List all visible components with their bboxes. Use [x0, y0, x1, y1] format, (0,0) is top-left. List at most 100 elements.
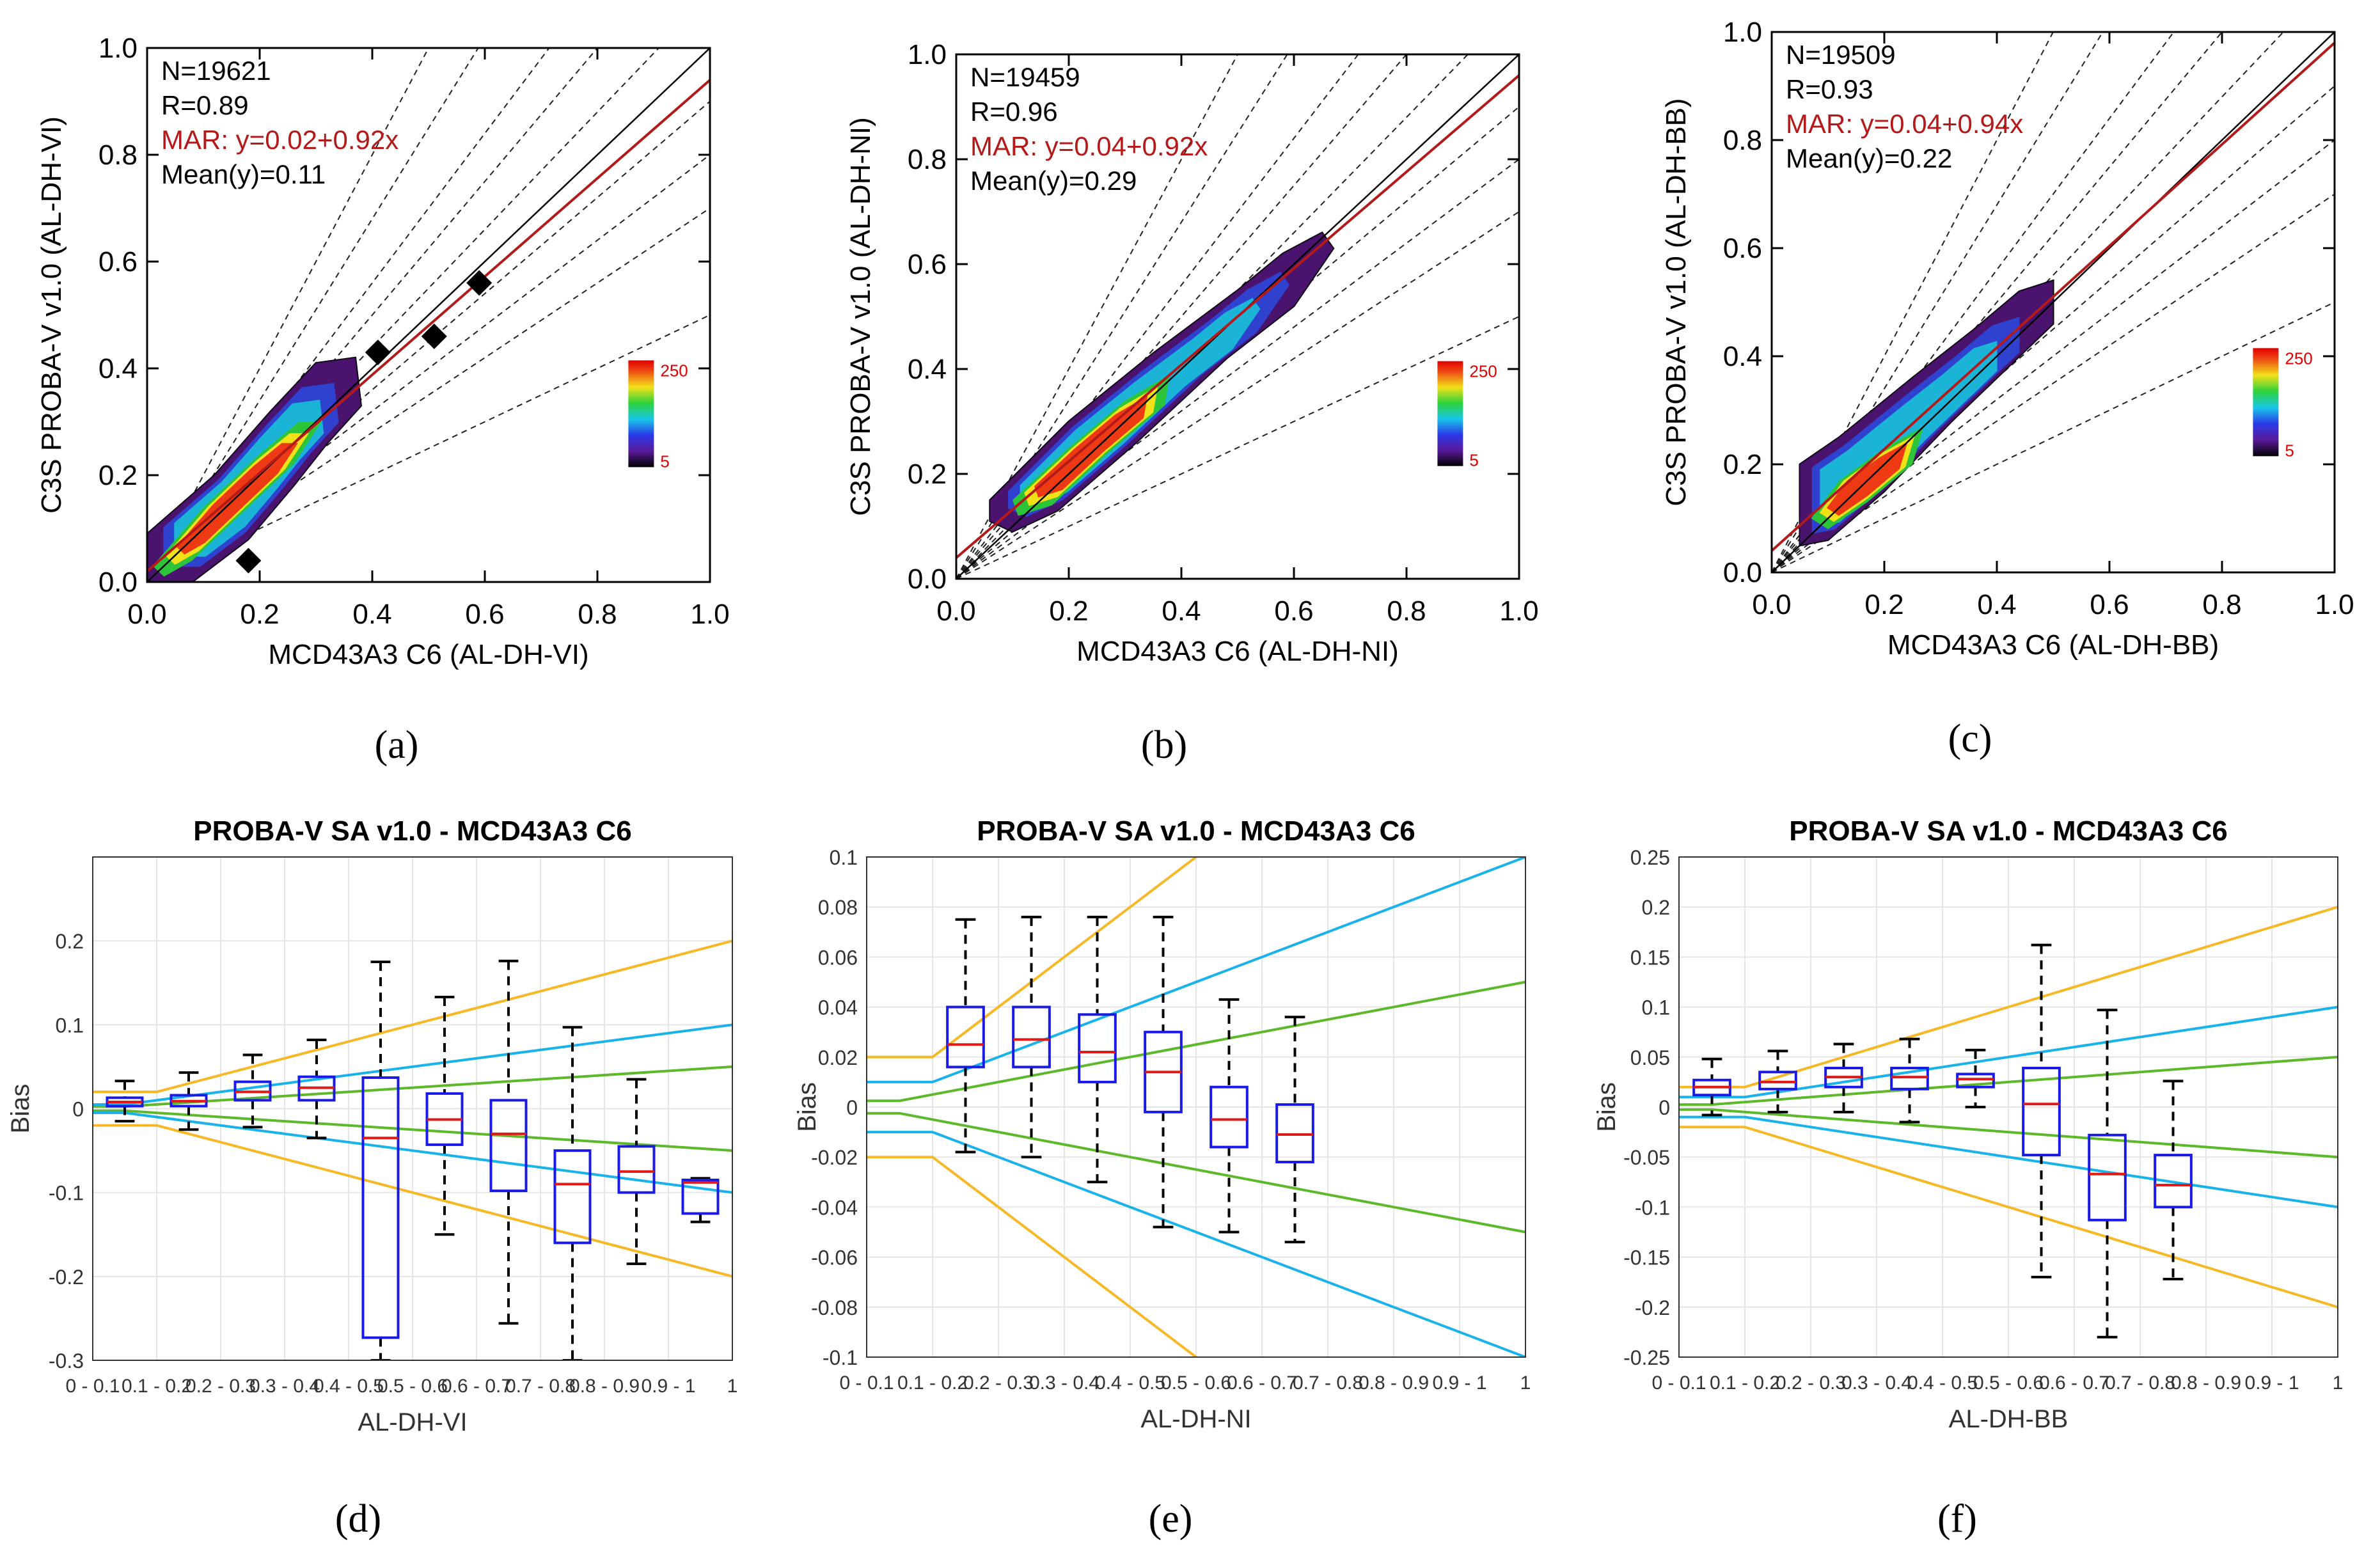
box-iqr: [1890, 1067, 1929, 1090]
outlier-marker: [365, 339, 391, 365]
y-axis-label: Bias: [793, 1082, 821, 1132]
mar-fit-line: [1772, 42, 2335, 552]
threshold-green-line-lower: [867, 1112, 1525, 1234]
axes-frame: [92, 856, 733, 1361]
y-tick-label: 0.2: [1723, 449, 1762, 480]
x-tick-label: 0.1 - 0.2: [897, 1372, 968, 1394]
reference-dashed-line: [1772, 301, 2335, 572]
threshold-blue-line-lower: [1679, 1115, 2338, 1209]
stat-mar: MAR: y=0.04+0.92x: [970, 131, 1208, 161]
y-tick-label: 0.04: [818, 996, 858, 1019]
reference-dashed-line: [1772, 193, 2335, 572]
box-iqr: [553, 1149, 592, 1245]
box-iqr: [946, 1005, 985, 1069]
outlier-marker: [466, 270, 493, 296]
box-iqr: [1758, 1071, 1797, 1090]
stat-mean: Mean(y)=0.29: [970, 166, 1137, 196]
x-tick-label: 0.0: [1752, 589, 1791, 620]
y-tick-label: 0: [846, 1096, 858, 1119]
x-tick-label: 0.2: [240, 599, 279, 630]
x-tick-label: 1: [727, 1376, 738, 1397]
threshold-orange-line-upper: [93, 939, 732, 1094]
box-chart-f: 0.25 0.2 0.15 0.1 0.05 0 -0.05 -0.1 -0.15 -0.2 -0.…: [1593, 815, 2343, 1541]
x-tick-label: 0.2: [1864, 589, 1903, 620]
y-tick-label: 0.0: [1723, 557, 1762, 588]
y-tick-label: 0.6: [908, 249, 947, 280]
colorbar-max-label: 250: [2285, 349, 2312, 368]
threshold-orange-line-lower: [867, 1156, 1199, 1357]
box-iqr: [1956, 1073, 1995, 1088]
scatter-panel-a: 0.0 0.2 0.4 0.6 0.8 1.0 0.0 0.2 0.4 0.6 0.8 1.0 MCD4…: [0, 0, 793, 787]
reference-dashed-line: [956, 54, 1239, 579]
y-axis-label: C3S PROBA-V v1.0 (AL-DH-VI): [36, 116, 67, 514]
y-axis-label: Bias: [6, 1084, 35, 1134]
stat-mean: Mean(y)=0.22: [1786, 143, 1952, 173]
panel-label: (f): [1937, 1497, 1977, 1541]
y-tick-label: -0.08: [811, 1296, 858, 1319]
colorbar-min-label: 5: [1469, 451, 1478, 470]
x-tick-label: 0.8: [578, 599, 617, 630]
x-tick-label: 0.6: [465, 599, 504, 630]
y-tick-label: -0.2: [49, 1266, 84, 1289]
x-axis-label: AL-DH-NI: [1140, 1405, 1251, 1433]
y-tick-label: 0.8: [99, 139, 138, 171]
y-tick-label: 0.8: [908, 144, 947, 175]
box-iqr: [1210, 1085, 1249, 1149]
y-tick-label: 0.06: [818, 946, 858, 969]
x-tick-label: 0.2 - 0.3: [185, 1376, 256, 1397]
y-tick-label: 0.1: [830, 846, 858, 869]
y-tick-label: 0.02: [818, 1046, 858, 1069]
scatter-chart-c: 0.0 0.2 0.4 0.6 0.8 1.0 0.0 0.2 0.4 0.6 0.8 1.0 MCD4…: [1660, 17, 2354, 760]
box-iqr: [2088, 1133, 2127, 1222]
y-tick-label: -0.05: [1623, 1146, 1670, 1169]
threshold-blue-line-lower: [867, 1131, 1525, 1357]
plot-area: [1679, 906, 2338, 1339]
x-tick-label: 0 - 0.1: [1651, 1372, 1706, 1394]
y-tick-label: 0.15: [1630, 946, 1670, 969]
threshold-green-line-lower: [1679, 1108, 2338, 1159]
x-tick-label: 0 - 0.1: [65, 1376, 120, 1397]
x-tick-label: 0.4: [1162, 595, 1201, 627]
x-tick-label: 0.0: [936, 595, 975, 627]
identity-line: [147, 48, 710, 582]
x-axis-label: AL-DH-VI: [358, 1408, 467, 1436]
y-tick-label: 0.1: [56, 1014, 84, 1037]
y-tick-label: 0: [72, 1098, 84, 1121]
x-tick-label: 0.3 - 0.4: [249, 1376, 320, 1397]
x-tick-label: 0.4 - 0.5: [313, 1376, 384, 1397]
y-tick-label: 0.0: [908, 563, 947, 595]
x-tick-label: 0 - 0.1: [839, 1372, 894, 1394]
threshold-blue-line-upper: [867, 857, 1525, 1083]
chart-title: PROBA-V SA v1.0 - MCD43A3 C6: [193, 815, 631, 847]
x-tick-label: 1.0: [690, 599, 729, 630]
x-axis-label: MCD43A3 C6 (AL-DH-BB): [1887, 629, 2219, 661]
box-iqr: [2154, 1154, 2193, 1209]
axes-frame: [955, 53, 1520, 580]
x-tick-label: 0.8: [1387, 595, 1426, 627]
x-tick-label: 0.6 - 0.7: [2039, 1372, 2109, 1394]
x-tick-label: 0.3 - 0.4: [1841, 1372, 1912, 1394]
box-iqr: [1078, 1013, 1117, 1083]
box-iqr: [489, 1099, 528, 1193]
box-panel-f: 0.25 0.2 0.15 0.1 0.05 0 -0.05 -0.1 -0.15 -0.2 -0.…: [1586, 787, 2380, 1556]
box-iqr: [361, 1076, 400, 1339]
box-iqr: [1012, 1005, 1051, 1069]
x-tick-label: 0.9 - 1: [2244, 1372, 2299, 1394]
axes-frame: [1678, 856, 2338, 1358]
y-tick-label: 0.4: [99, 353, 138, 384]
y-axis-label: C3S PROBA-V v1.0 (AL-DH-BB): [1660, 98, 1692, 506]
threshold-orange-line-lower: [1679, 1126, 2338, 1308]
y-tick-label: 0.6: [1723, 233, 1762, 264]
y-tick-label: 0: [1659, 1096, 1670, 1119]
x-tick-label: 0.9 - 1: [1432, 1372, 1486, 1394]
x-tick-label: 0.0: [127, 599, 166, 630]
y-tick-label: 0.6: [99, 246, 138, 278]
x-tick-label: 0.8 - 0.9: [2171, 1372, 2241, 1394]
x-tick-label: 1.0: [1499, 595, 1538, 627]
x-tick-label: 0.6: [2090, 589, 2129, 620]
y-tick-label: 1.0: [99, 33, 138, 64]
x-tick-label: 0.9 - 1: [641, 1376, 695, 1397]
y-tick-label: -0.3: [49, 1349, 84, 1372]
reference-dashed-line: [956, 54, 1288, 579]
scatter-panel-c: 0.0 0.2 0.4 0.6 0.8 1.0 0.0 0.2 0.4 0.6 0.8 1.0 MCD4…: [1586, 0, 2380, 787]
